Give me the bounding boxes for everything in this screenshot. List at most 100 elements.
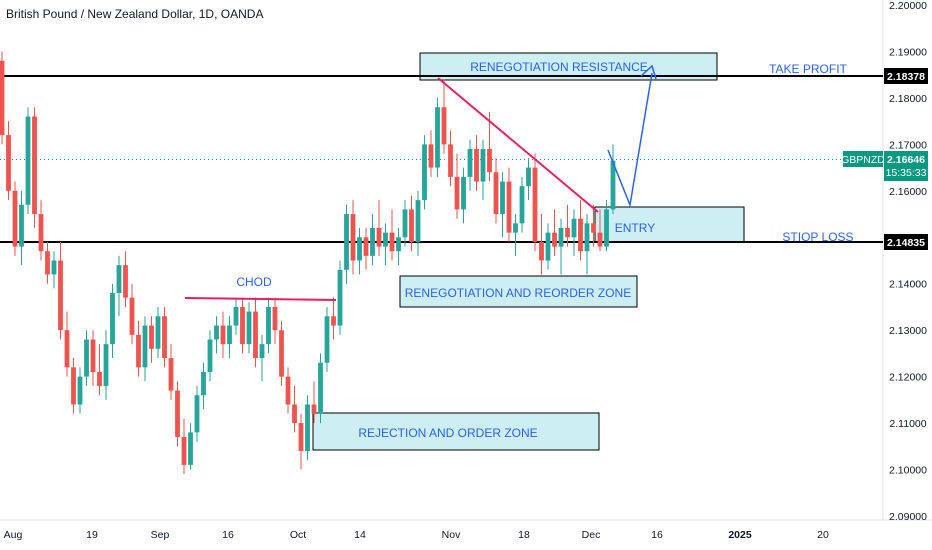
candle-body xyxy=(220,325,226,345)
candle-body xyxy=(201,371,206,396)
candle-body xyxy=(331,316,336,326)
candle-body xyxy=(480,149,486,182)
x-tick-label: 20 xyxy=(817,529,829,541)
x-tick-label: 19 xyxy=(86,529,98,541)
current-price-tag: GBPNZD 2.16646 15:35:33 xyxy=(841,151,928,181)
candle xyxy=(526,158,531,201)
x-tick-label: 18 xyxy=(518,529,530,541)
candle xyxy=(487,111,492,182)
candle-body xyxy=(84,339,89,377)
candle-body xyxy=(571,218,577,238)
chod-line[interactable] xyxy=(184,297,337,301)
candle-body xyxy=(194,395,200,433)
candle-body xyxy=(279,330,284,377)
candle xyxy=(409,195,414,252)
candle xyxy=(363,227,369,270)
candle xyxy=(162,306,167,368)
rejection-order-label: REJECTION AND ORDER ZONE xyxy=(358,426,537,440)
candle xyxy=(188,423,193,470)
x-tick-label: Sep xyxy=(151,529,170,541)
candle-body xyxy=(441,107,447,145)
candle-body xyxy=(422,144,427,201)
candle xyxy=(389,209,395,261)
candle-body xyxy=(90,339,96,372)
candle-body xyxy=(428,144,434,168)
price-axis[interactable] xyxy=(883,0,932,520)
candle-body xyxy=(565,227,570,238)
candle-body xyxy=(110,293,115,345)
candle-body xyxy=(32,116,37,215)
entry-label: ENTRY xyxy=(615,221,655,235)
candle-body xyxy=(591,223,596,233)
candle-body xyxy=(597,232,603,247)
candle-body xyxy=(435,107,440,168)
candle xyxy=(155,306,161,359)
candle xyxy=(84,330,89,386)
candle-body xyxy=(266,306,271,345)
candle-body xyxy=(519,186,525,224)
candle-body xyxy=(500,181,505,215)
projection-arrowhead xyxy=(640,64,657,80)
candle xyxy=(500,172,505,238)
candle xyxy=(591,204,596,247)
y-tick-label: 2.19000 xyxy=(889,46,927,58)
candle-body xyxy=(376,227,382,247)
candle-body xyxy=(259,344,265,359)
candle xyxy=(565,204,570,247)
candle xyxy=(337,260,343,335)
candle xyxy=(123,251,128,307)
y-tick-label: 2.18000 xyxy=(889,93,927,105)
candle xyxy=(610,144,616,215)
candle-body xyxy=(610,160,616,210)
current-price-value: 2.16646 xyxy=(887,154,925,166)
candle-body xyxy=(337,269,343,326)
candle-body xyxy=(240,306,245,345)
candle xyxy=(370,214,375,266)
candle xyxy=(428,130,434,177)
candle xyxy=(396,227,401,266)
y-tick-label: 2.13000 xyxy=(889,325,927,337)
candle xyxy=(604,200,609,252)
candle-body xyxy=(162,316,167,359)
x-tick-label: Nov xyxy=(442,529,461,541)
candle-body xyxy=(344,214,349,270)
x-axis-ticks: Aug 19 Sep 16 Oct 14 Nov 18 Dec 16 2025 20 xyxy=(4,529,829,541)
candle-body xyxy=(415,200,421,242)
renegotiation-resistance-label: RENEGOTIATION RESISTANCE xyxy=(470,60,648,74)
candle-body xyxy=(532,167,538,242)
candle-body xyxy=(207,339,213,372)
candle-body xyxy=(402,209,408,238)
candle xyxy=(0,51,5,145)
candle xyxy=(571,209,577,256)
candle-body xyxy=(454,176,460,210)
x-tick-label: Dec xyxy=(582,529,601,541)
candle-body xyxy=(38,214,44,252)
candle-body xyxy=(493,172,499,215)
candle xyxy=(584,214,590,275)
projection-path[interactable] xyxy=(607,72,653,208)
candle xyxy=(402,200,408,247)
x-tick-label: 2025 xyxy=(728,529,752,541)
candle xyxy=(71,358,76,414)
candle xyxy=(506,167,512,242)
candle-body xyxy=(285,376,291,405)
candle-body xyxy=(149,325,154,349)
candle-body xyxy=(298,423,304,451)
candle xyxy=(116,255,122,317)
candle-body xyxy=(526,167,531,187)
candle-body xyxy=(25,116,31,205)
candle-body xyxy=(545,232,551,261)
candle xyxy=(597,209,603,252)
renegotiation-reorder-zone[interactable] xyxy=(399,275,638,308)
x-tick-label: Oct xyxy=(290,529,306,541)
rejection-order-zone[interactable] xyxy=(312,412,600,451)
descending-trendline[interactable] xyxy=(437,77,599,213)
candle xyxy=(539,214,544,275)
candle xyxy=(25,107,31,215)
candle xyxy=(344,204,349,284)
candle-body xyxy=(12,190,18,247)
candle xyxy=(467,139,473,191)
x-tick-label: 14 xyxy=(354,529,366,541)
candle-body xyxy=(227,325,232,345)
